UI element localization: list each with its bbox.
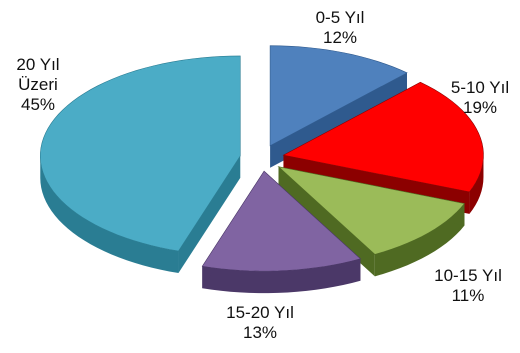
slice-percent-20-plus: 45% <box>20 95 56 114</box>
label-slice-0-5: 0-5 Yıl 12% <box>300 8 380 48</box>
slice-20-plus-wall-start <box>178 155 241 274</box>
slice-percent-0-5: 12% <box>322 28 358 47</box>
slice-tops <box>39 45 484 272</box>
slice-label-10-15: 10-15 Yıl <box>434 266 502 285</box>
slice-10-15-wall-end <box>278 166 375 277</box>
slice-0-5 <box>269 45 408 147</box>
slice-5-10 <box>282 81 484 193</box>
slice-label-15-20: 15-20 Yıl <box>226 303 294 322</box>
slice-20-plus <box>39 55 241 252</box>
slice-label-5-10: 5-10 Yıl <box>450 78 510 97</box>
slice-5-10-rim <box>469 155 484 214</box>
slice-percent-5-10: 19% <box>462 98 498 117</box>
slice-15-20 <box>201 170 362 272</box>
label-slice-20-plus: 20 Yıl Üzeri 45% <box>0 55 76 115</box>
slice-label-20-plus-line1: 20 Yıl <box>16 55 60 74</box>
label-slice-10-15: 10-15 Yıl 11% <box>420 266 516 306</box>
slice-label-0-5: 0-5 Yıl <box>315 8 365 27</box>
slice-label-20-plus-line2: Üzeri <box>18 75 58 94</box>
label-slice-15-20: 15-20 Yıl 13% <box>210 303 310 343</box>
label-slice-5-10: 5-10 Yıl 19% <box>440 78 520 118</box>
slice-percent-10-15: 11% <box>451 286 485 305</box>
slice-10-15-rim <box>374 203 465 277</box>
slice-percent-15-20: 13% <box>242 323 278 342</box>
slice-15-20-rim <box>202 258 361 294</box>
slice-10-15 <box>277 166 466 255</box>
